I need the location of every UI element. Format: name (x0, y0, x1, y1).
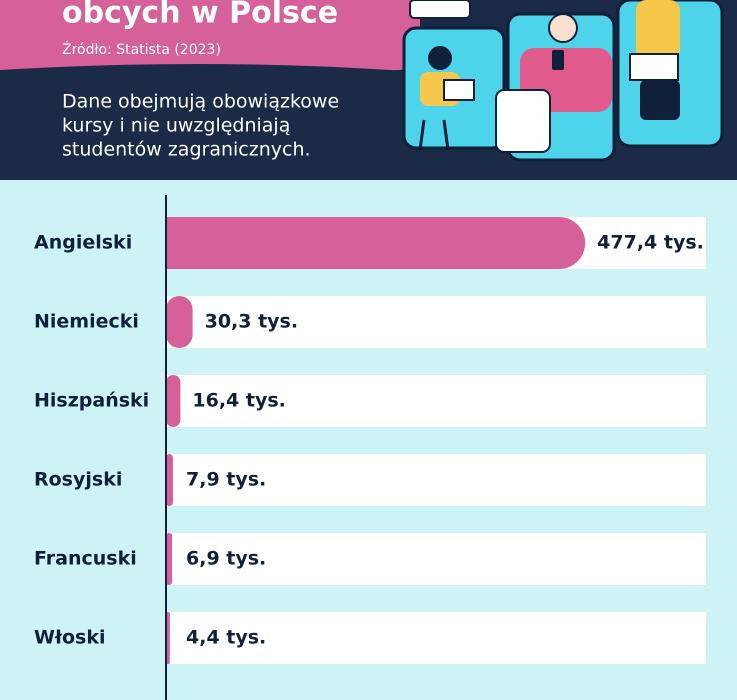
category-label: Hiszpański (34, 390, 149, 412)
value-label: 477,4 tys. (597, 232, 704, 254)
note-line: Dane obejmują obowiązkowe (62, 91, 339, 113)
bar (166, 296, 193, 348)
bar (166, 533, 173, 585)
category-label: Niemiecki (34, 311, 139, 333)
value-label: 7,9 tys. (186, 469, 266, 491)
value-label: 16,4 tys. (192, 390, 286, 412)
bar-left-corner (166, 217, 192, 269)
bar-track (166, 375, 706, 427)
category-label: Angielski (34, 232, 132, 254)
bar-track (166, 296, 706, 348)
bar-track (166, 612, 706, 664)
bar (166, 375, 181, 427)
note-line: kursy i nie uwzględniają (62, 115, 290, 137)
illustration (402, 0, 724, 162)
note-line: studentów zagranicznych. (62, 139, 311, 161)
chart-subtitle: Źródło: Statista (2023) (62, 40, 221, 58)
bar-track (166, 533, 706, 585)
chart-title: obcych w Polsce (62, 0, 338, 31)
category-label: Rosyjski (34, 469, 122, 491)
bar (166, 454, 173, 506)
value-label: 30,3 tys. (205, 311, 298, 333)
title-banner (0, 0, 420, 71)
category-label: Włoski (34, 627, 106, 649)
bar (166, 217, 586, 269)
value-label: 4,4 tys. (186, 627, 266, 649)
value-label: 6,9 tys. (186, 548, 266, 570)
category-label: Francuski (34, 548, 137, 570)
bar-track (166, 454, 706, 506)
